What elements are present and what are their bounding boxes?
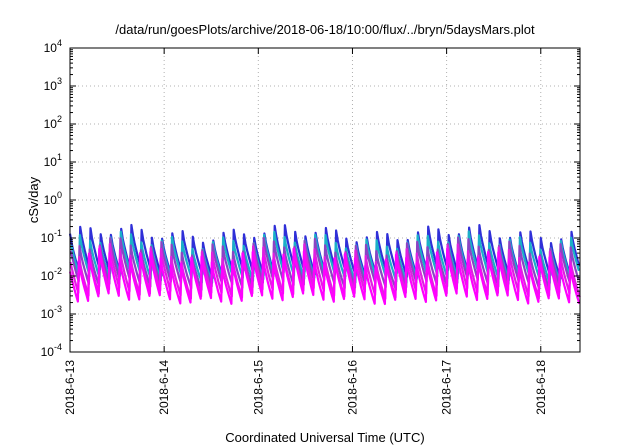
y-tick-label: 104 [44,38,62,55]
y-tick-label: 10-2 [41,266,62,283]
y-tick-label: 102 [44,114,62,131]
series-group [68,223,581,306]
ticks: 10-4 10-3 10-2 10-1 100 101 102 103 104 2018-6-13… [41,38,580,415]
x-tick-label: 2018-6-15 [251,360,265,415]
x-axis-label: Coordinated Universal Time (UTC) [225,430,424,445]
y-tick-label: 100 [44,190,62,207]
y-tick-label: 10-1 [41,228,62,245]
x-tick-label: 2018-6-16 [345,360,359,415]
y-axis-label: cSv/day [26,176,41,223]
x-tick-label: 2018-6-13 [63,360,77,415]
data-series-line [69,247,581,306]
x-tick-label: 2018-6-14 [157,360,171,415]
x-tick-label: 2018-6-18 [534,360,548,415]
y-tick-label: 101 [44,152,62,169]
y-tick-label: 10-4 [41,342,62,359]
chart-title: /data/run/goesPlots/archive/2018-06-18/1… [115,22,535,37]
x-tick-label: 2018-6-17 [440,360,454,415]
y-tick-label: 10-3 [41,304,62,321]
y-tick-label: 103 [44,76,62,93]
